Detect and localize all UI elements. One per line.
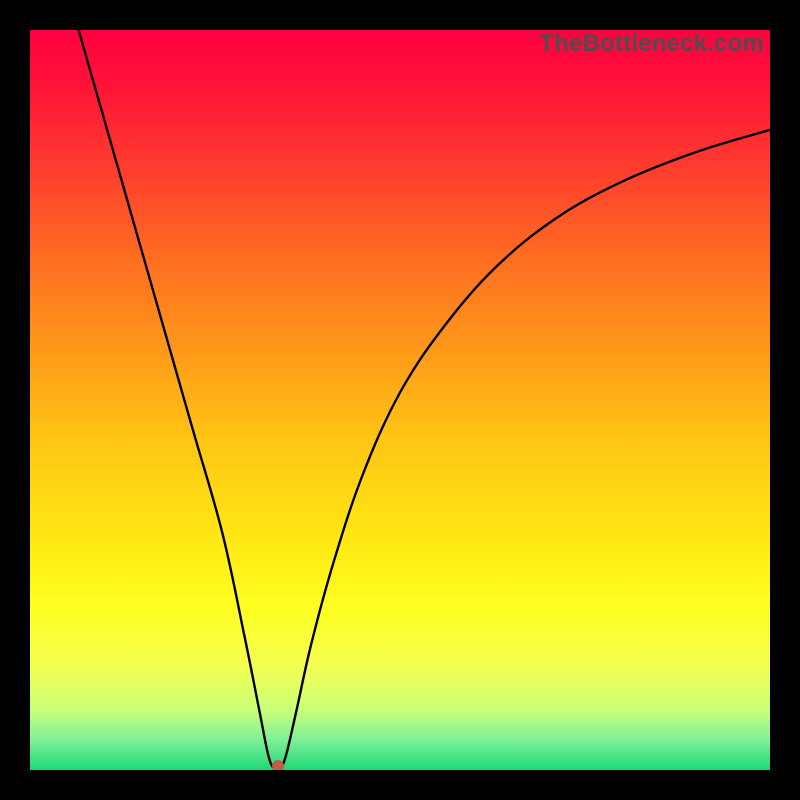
chart-frame: TheBottleneck.com [0, 0, 800, 800]
plot-area: TheBottleneck.com [30, 30, 770, 770]
curve-layer [30, 30, 770, 770]
minimum-marker [272, 760, 284, 770]
bottleneck-curve [74, 30, 770, 770]
